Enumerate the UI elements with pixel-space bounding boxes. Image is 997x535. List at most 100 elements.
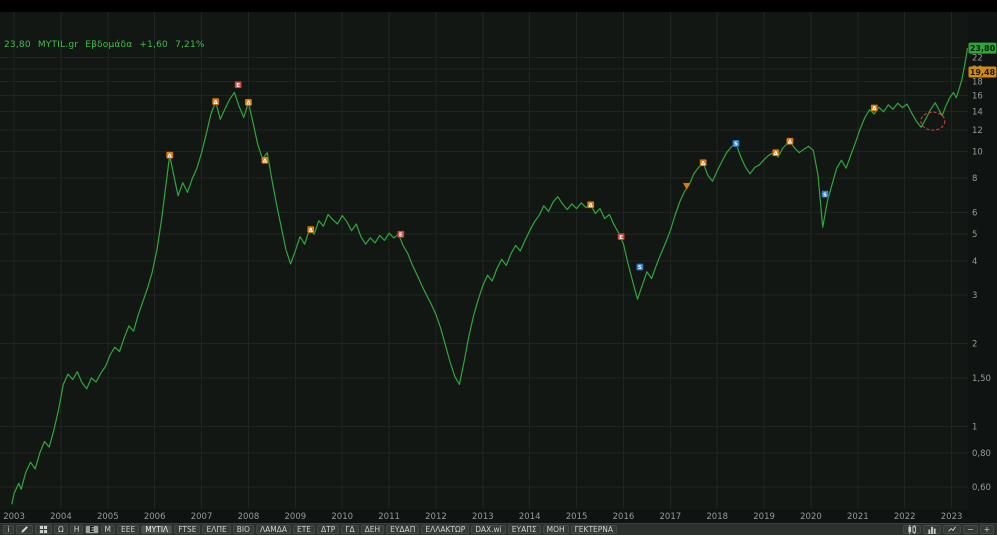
ticker-button-ΔΤΡ[interactable]: ΔΤΡ: [317, 525, 340, 534]
ticker-button-ΕΛΛΑΚΤΩΡ[interactable]: ΕΛΛΑΚΤΩΡ: [421, 525, 470, 534]
time-axis-label: 2013: [472, 512, 494, 522]
ticker-button-ΜΥΤΙΛ[interactable]: ΜΥΤΙΛ: [141, 525, 173, 534]
price-axis-label: 6: [972, 208, 977, 218]
price-axis-label: 1,50: [972, 374, 991, 384]
event-marker-letter: Δ: [213, 100, 218, 106]
price-axis-label: 5: [972, 230, 977, 240]
price-axis-label: 16: [972, 91, 983, 101]
time-axis-label: 2003: [3, 512, 25, 522]
zoom-out-button[interactable]: −: [963, 525, 978, 534]
time-axis-label: 2009: [285, 512, 307, 522]
event-marker[interactable]: [821, 190, 829, 198]
time-axis-label: 2022: [894, 512, 916, 522]
last-price-badge: [968, 42, 997, 54]
price-axis-label: 1: [972, 422, 977, 432]
time-axis-label: 2007: [191, 512, 213, 522]
event-marker[interactable]: [732, 139, 740, 148]
price-axis-label: 4: [972, 257, 977, 267]
event-marker-letter: Δ: [168, 153, 173, 159]
price-axis-label: 12: [972, 126, 983, 136]
level-badge-label: 19,48: [970, 68, 996, 77]
event-marker[interactable]: [234, 81, 242, 89]
event-marker[interactable]: [772, 148, 780, 157]
draw-tool-button[interactable]: [16, 525, 33, 534]
price-chart[interactable]: Δ Δ Ε Δ Δ Δ Ε Δ Ε S Δ S Δ Δ S Δ 22 2018 16 14 12 10 8 6 5 4 3 2 1,50…: [0, 0, 997, 523]
event-marker[interactable]: [870, 104, 878, 112]
time-axis-background[interactable]: [0, 509, 997, 523]
quote-price: 23,80: [4, 40, 31, 50]
timeframe-button-Ε[interactable]: Ε: [85, 525, 99, 534]
event-marker-letter: Δ: [309, 228, 314, 234]
event-marker-letter: Δ: [788, 139, 793, 145]
event-marker[interactable]: [786, 137, 794, 146]
ticker-button-ΕΕΕ[interactable]: ΕΕΕ: [116, 525, 140, 534]
watchlist-button[interactable]: [35, 525, 52, 534]
compare-button[interactable]: [943, 525, 962, 534]
event-marker[interactable]: [165, 151, 174, 159]
ticker-button-ΕΤΕ[interactable]: ΕΤΕ: [292, 525, 316, 534]
ticker-button-DAX.wi[interactable]: DAX.wi: [471, 525, 506, 534]
time-axis-label: 2015: [566, 512, 588, 522]
chart-type-bars-button[interactable]: [923, 525, 942, 534]
level-badge: [968, 66, 997, 78]
info-button[interactable]: i: [3, 525, 14, 534]
compare-icon: [948, 526, 957, 532]
timeframe-button-Ω[interactable]: Ω: [54, 525, 68, 534]
grid-icon: [39, 525, 48, 534]
ticker-button-ΕΥΑΠΣ[interactable]: ΕΥΑΠΣ: [507, 525, 541, 534]
event-marker[interactable]: [211, 97, 220, 106]
event-marker-triangle[interactable]: [682, 182, 692, 191]
time-axis-label: 2023: [941, 512, 963, 522]
toolbar-left-group: i: [2, 525, 53, 534]
timeframe-button-Μ[interactable]: Μ: [100, 525, 115, 534]
event-marker-letter: Δ: [701, 161, 706, 167]
time-axis-label: 2005: [97, 512, 119, 522]
bar-chart-icon: [928, 526, 937, 534]
price-axis-label: 14: [972, 107, 983, 117]
event-marker-letter: S: [823, 192, 827, 198]
event-marker[interactable]: [307, 225, 315, 234]
time-axis-label: 2016: [613, 512, 635, 522]
ticker-button-ΓΕΚΤΕΡΝΑ[interactable]: ΓΕΚΤΕΡΝΑ: [570, 525, 618, 534]
event-marker[interactable]: [397, 230, 405, 238]
time-axis-label: 2019: [753, 512, 775, 522]
ticker-button-ΕΛΠΕ[interactable]: ΕΛΠΕ: [202, 525, 231, 534]
event-marker[interactable]: [586, 201, 595, 209]
ticker-button-ΔΕΗ[interactable]: ΔΕΗ: [360, 525, 385, 534]
quote-symbol: MYTIL.gr: [37, 40, 79, 50]
ticker-group: ΕΕΕ ΜΥΤΙΛ FTSE ΕΛΠΕ ΒΙΟ ΛΑΜΔΑ ΕΤΕ ΔΤΡ ΓΔ ΔΕΗ ΕΥΔΑΠ…: [116, 525, 618, 534]
annotation-ellipse[interactable]: [920, 111, 946, 131]
quote-change: +1,60: [139, 40, 168, 50]
event-marker[interactable]: [699, 159, 707, 167]
timeframe-button-Η[interactable]: Η: [69, 525, 84, 534]
zoom-in-button[interactable]: +: [979, 525, 994, 534]
quote-change-pct: 7,21%: [175, 40, 205, 50]
time-axis-label: 2006: [144, 512, 166, 522]
ticker-button-ΛΑΜΔΑ[interactable]: ΛΑΜΔΑ: [255, 525, 291, 534]
quote-overlay: 23,80 MYTIL.gr Εβδομάδα +1,60 7,21%: [4, 40, 209, 50]
time-axis-label: 2017: [660, 512, 682, 522]
event-marker[interactable]: [636, 263, 644, 271]
event-marker[interactable]: [244, 98, 253, 107]
event-marker-letter: S: [734, 142, 738, 148]
price-axis-label: 18: [972, 77, 983, 87]
chart-type-candles-button[interactable]: [903, 525, 922, 534]
ticker-button-ΓΔ[interactable]: ΓΔ: [341, 525, 359, 534]
ticker-button-FTSE[interactable]: FTSE: [174, 525, 201, 534]
ticker-button-ΜΟΗ[interactable]: ΜΟΗ: [542, 525, 569, 534]
ticker-button-ΕΥΔΑΠ[interactable]: ΕΥΔΑΠ: [386, 525, 420, 534]
time-axis-label: 2010: [331, 512, 353, 522]
price-axis-label: 22: [972, 53, 983, 63]
toolbar-right-group: − +: [902, 525, 995, 534]
pencil-icon: [21, 526, 28, 533]
time-axis-label: 2014: [519, 512, 541, 522]
event-marker-letter: Δ: [246, 101, 251, 107]
price-axis-background[interactable]: [968, 12, 997, 509]
ticker-button-ΒΙΟ[interactable]: ΒΙΟ: [232, 525, 254, 534]
event-marker[interactable]: [617, 232, 625, 241]
event-marker[interactable]: [261, 156, 269, 164]
event-marker-letter: Δ: [774, 151, 779, 157]
price-axis-label: 8: [972, 174, 977, 184]
